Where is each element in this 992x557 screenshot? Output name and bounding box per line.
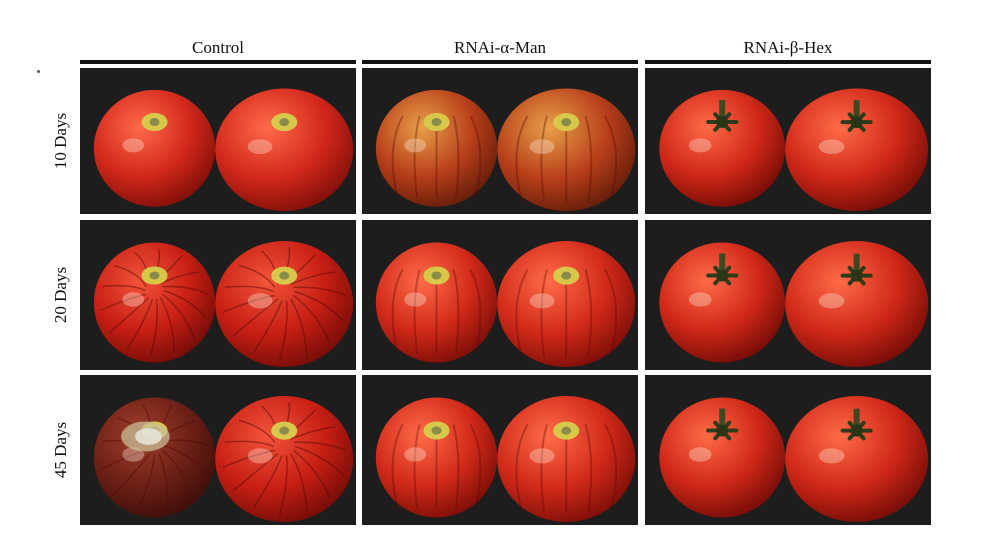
column-bracket-control	[80, 60, 356, 64]
photo-panel-rnai-beta-hex-45-days	[645, 375, 931, 525]
tomato-photo	[362, 220, 638, 370]
tomato	[375, 242, 498, 363]
column-header-control: Control	[192, 38, 244, 57]
photo-panel-control-10-days	[80, 68, 356, 214]
photo-panel-rnai-beta-hex-10-days	[645, 68, 931, 214]
tomato	[497, 396, 636, 522]
row-label-20-days: 20 Days	[46, 220, 76, 370]
tomato	[497, 241, 636, 367]
tomato	[375, 397, 498, 518]
tomato-photo	[645, 68, 931, 214]
photo-panel-rnai-alpha-man-20-days	[362, 220, 638, 370]
tomato	[215, 241, 354, 367]
row-label-45-days-text: 45 Days	[51, 421, 71, 479]
photo-panel-control-45-days	[80, 375, 356, 525]
photo-panel-rnai-beta-hex-20-days	[645, 220, 931, 370]
row-label-10-days: 10 Days	[46, 68, 76, 214]
tomato-photo	[362, 68, 638, 214]
row-label-45-days: 45 Days	[46, 375, 76, 525]
tomato-photo	[645, 375, 931, 525]
column-header-rnai-alpha-man: RNAi-α-Man	[453, 38, 546, 57]
photo-panel-rnai-alpha-man-45-days	[362, 375, 638, 525]
row-label-10-days-text: 10 Days	[51, 112, 71, 170]
tomato	[659, 242, 786, 363]
tomato	[785, 396, 929, 522]
tomato	[497, 88, 636, 212]
tomato	[659, 397, 786, 518]
stray-mark	[37, 70, 40, 73]
tomato	[215, 88, 354, 212]
tomato-photo	[80, 375, 356, 525]
tomato	[375, 89, 498, 207]
tomato	[93, 89, 216, 207]
column-header-rnai-beta-hex: RNAi-β-Hex	[743, 38, 833, 57]
tomato-photo	[645, 220, 931, 370]
column-bracket-rnai-alpha-man	[362, 60, 638, 64]
tomato	[93, 397, 216, 518]
tomato-photo	[362, 375, 638, 525]
tomato-photo	[80, 68, 356, 214]
tomato	[93, 242, 216, 363]
row-label-20-days-text: 20 Days	[51, 266, 71, 324]
tomato	[785, 241, 929, 367]
tomato-photo	[80, 220, 356, 370]
tomato	[659, 89, 786, 207]
tomato	[785, 88, 929, 212]
tomato	[215, 396, 354, 522]
column-bracket-rnai-beta-hex	[645, 60, 931, 64]
photo-panel-rnai-alpha-man-10-days	[362, 68, 638, 214]
photo-panel-control-20-days	[80, 220, 356, 370]
